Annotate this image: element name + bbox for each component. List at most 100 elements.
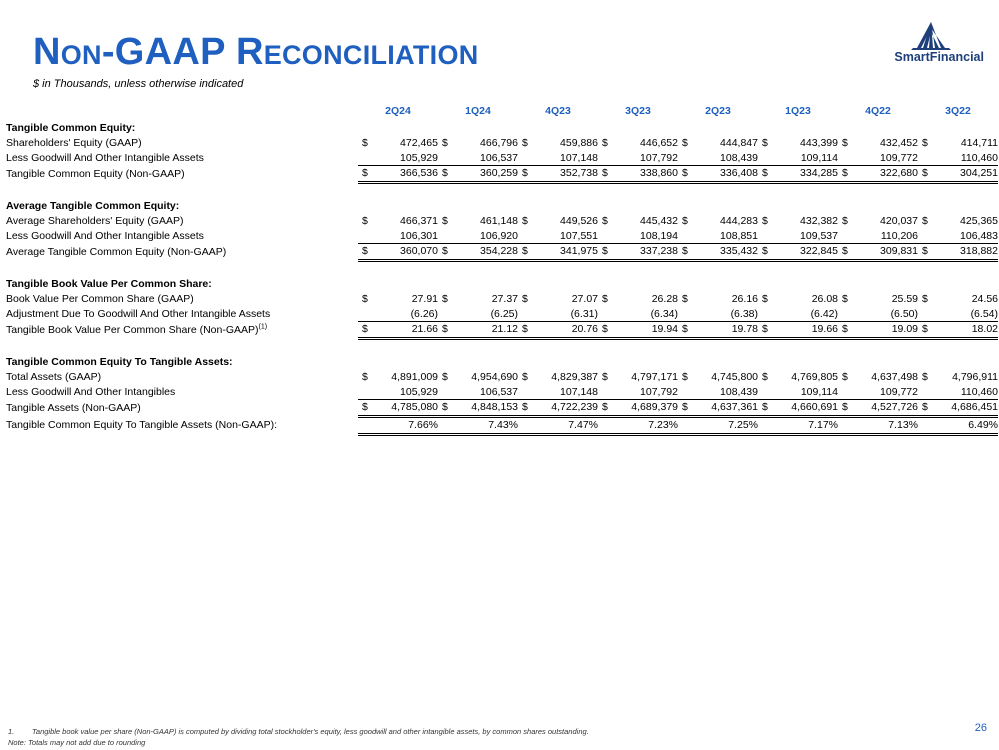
currency-symbol: $ bbox=[438, 165, 456, 185]
currency-symbol bbox=[918, 307, 936, 322]
value-cell: 19.94 bbox=[616, 321, 678, 341]
column-header-row: 2Q24 1Q24 4Q23 3Q23 2Q23 1Q23 4Q22 3Q22 bbox=[358, 105, 994, 119]
footnote-1: 1. Tangible book value per share (Non-GAA… bbox=[8, 727, 589, 736]
value-cell: 322,680 bbox=[856, 165, 918, 185]
value-cell: 107,551 bbox=[560, 229, 598, 242]
currency-symbol bbox=[918, 385, 936, 400]
currency-symbol bbox=[598, 151, 616, 166]
page-title: Non-GAAP Reconciliation bbox=[33, 31, 479, 73]
row-label: Book Value Per Common Share (GAAP) bbox=[6, 292, 358, 307]
column-header: 1Q24 bbox=[465, 105, 491, 117]
currency-symbol bbox=[758, 307, 776, 322]
currency-symbol bbox=[518, 416, 536, 436]
value-cell: 4,527,726 bbox=[856, 399, 918, 419]
value-cell: 110,206 bbox=[880, 229, 918, 242]
value-cell: 108,194 bbox=[640, 229, 678, 242]
value-cell: 18.02 bbox=[936, 321, 998, 341]
value-cell: 108,439 bbox=[720, 385, 758, 398]
value-cell: 21.12 bbox=[456, 321, 518, 341]
value-cell: 446,652 bbox=[640, 136, 678, 149]
value-cell: 107,792 bbox=[640, 385, 678, 398]
value-cell: 4,891,009 bbox=[391, 370, 438, 383]
currency-symbol bbox=[358, 307, 376, 322]
value-cell: 24.56 bbox=[971, 292, 998, 305]
section-header-row: Average Tangible Common Equity: bbox=[6, 199, 998, 214]
currency-symbol: $ bbox=[838, 399, 856, 419]
value-cell: 7.17% bbox=[776, 416, 838, 436]
currency-symbol: $ bbox=[602, 136, 608, 149]
currency-symbol: $ bbox=[918, 165, 936, 185]
currency-symbol bbox=[598, 416, 616, 436]
value-cell: 109,772 bbox=[880, 385, 918, 398]
value-cell: 366,536 bbox=[376, 165, 438, 185]
currency-symbol: $ bbox=[918, 321, 936, 341]
currency-symbol bbox=[918, 416, 936, 436]
value-cell: 322,845 bbox=[776, 243, 838, 263]
currency-symbol bbox=[838, 151, 856, 166]
value-cell: 7.43% bbox=[456, 416, 518, 436]
currency-symbol: $ bbox=[522, 214, 528, 227]
currency-symbol: $ bbox=[518, 399, 536, 419]
currency-symbol: $ bbox=[842, 214, 848, 227]
currency-symbol bbox=[758, 416, 776, 436]
value-cell: 360,070 bbox=[376, 243, 438, 263]
table-row: Tangible Common Equity (Non-GAAP) $366,53… bbox=[6, 165, 998, 185]
value-cell: 20.76 bbox=[536, 321, 598, 341]
table-row: Adjustment Due To Goodwill And Other Int… bbox=[6, 307, 998, 322]
currency-symbol bbox=[678, 385, 696, 400]
currency-symbol bbox=[598, 307, 616, 322]
value-cell: 19.09 bbox=[856, 321, 918, 341]
currency-symbol: $ bbox=[598, 399, 616, 419]
page-number: 26 bbox=[974, 722, 987, 734]
value-cell: 108,439 bbox=[720, 151, 758, 164]
currency-symbol bbox=[758, 229, 776, 244]
value-cell: 360,259 bbox=[456, 165, 518, 185]
currency-symbol: $ bbox=[842, 370, 848, 383]
column-header: 3Q22 bbox=[945, 105, 971, 117]
value-cell: 432,452 bbox=[880, 136, 918, 149]
currency-symbol bbox=[518, 307, 536, 322]
table-row: Book Value Per Common Share (GAAP) $27.91… bbox=[6, 292, 998, 307]
table-row: Tangible Assets (Non-GAAP) $4,785,080 $4,8… bbox=[6, 399, 998, 419]
value-cell: 6.49% bbox=[936, 416, 998, 436]
value-cell: 26.08 bbox=[811, 292, 838, 305]
currency-symbol: $ bbox=[522, 292, 528, 305]
value-cell: (6.54) bbox=[970, 307, 998, 320]
currency-symbol: $ bbox=[922, 214, 928, 227]
value-cell: 109,772 bbox=[880, 151, 918, 164]
currency-symbol bbox=[358, 385, 376, 400]
currency-symbol: $ bbox=[922, 292, 928, 305]
footnote-marker: (1) bbox=[258, 323, 268, 331]
value-cell: 108,851 bbox=[720, 229, 758, 242]
column-header: 2Q23 bbox=[705, 105, 731, 117]
value-cell: 106,920 bbox=[480, 229, 518, 242]
value-cell: 7.66% bbox=[376, 416, 438, 436]
row-label-text: Less Goodwill And Other Intangibles bbox=[6, 385, 176, 398]
column-header: 4Q23 bbox=[545, 105, 571, 117]
currency-symbol: $ bbox=[762, 136, 768, 149]
currency-symbol: $ bbox=[762, 292, 768, 305]
currency-symbol bbox=[678, 307, 696, 322]
logo-text: SmartFinancial bbox=[894, 50, 984, 64]
value-cell: 107,148 bbox=[560, 385, 598, 398]
value-cell: 341,975 bbox=[536, 243, 598, 263]
value-cell: 106,483 bbox=[960, 229, 998, 242]
currency-symbol: $ bbox=[918, 243, 936, 263]
value-cell: 444,847 bbox=[720, 136, 758, 149]
row-label-text: Less Goodwill And Other Intangible Asset… bbox=[6, 151, 204, 164]
value-cell: 461,148 bbox=[480, 214, 518, 227]
value-cell: 4,785,080 bbox=[376, 399, 438, 419]
value-cell: 309,831 bbox=[856, 243, 918, 263]
value-cell: (6.38) bbox=[730, 307, 758, 320]
column-header: 2Q24 bbox=[385, 105, 411, 117]
currency-symbol: $ bbox=[682, 292, 688, 305]
footnote-1-text: Tangible book value per share (Non-GAAP)… bbox=[32, 727, 589, 736]
table-row: Less Goodwill And Other Intangibles 105,9… bbox=[6, 385, 998, 400]
currency-symbol: $ bbox=[678, 243, 696, 263]
value-cell: 432,382 bbox=[800, 214, 838, 227]
value-cell: 27.91 bbox=[411, 292, 438, 305]
column-header: 3Q23 bbox=[625, 105, 651, 117]
currency-symbol bbox=[838, 416, 856, 436]
currency-symbol: $ bbox=[442, 370, 448, 383]
value-cell: (6.50) bbox=[890, 307, 918, 320]
